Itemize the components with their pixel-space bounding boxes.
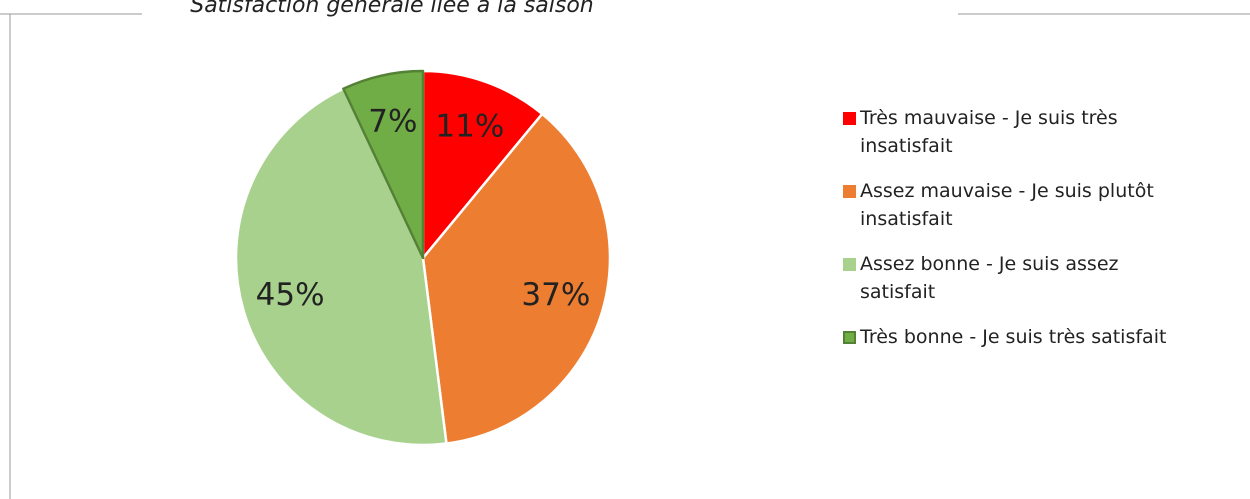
chart-title: Satisfaction générale liée à la saison xyxy=(190,0,594,18)
pie-slice xyxy=(421,69,544,260)
data-label: 11% xyxy=(435,108,504,144)
legend-item: Très bonne - Je suis très satisfait xyxy=(843,323,1243,351)
data-label: 7% xyxy=(368,103,417,139)
legend-item: Très mauvaise - Je suis très insatisfait xyxy=(843,104,1243,160)
legend-label: Assez bonne - Je suis assez satisfait xyxy=(860,253,1119,303)
pie xyxy=(234,69,612,447)
legend-label: Très bonne - Je suis très satisfait xyxy=(860,326,1167,348)
pie-slice xyxy=(234,87,448,447)
pie-slice xyxy=(342,69,425,260)
legend-item: Assez mauvaise - Je suis plutôt insatisf… xyxy=(843,177,1243,233)
legend-swatch xyxy=(843,331,856,344)
data-label: 37% xyxy=(521,277,590,313)
legend-swatch xyxy=(843,112,856,125)
legend-swatch xyxy=(843,258,856,271)
data-label: 45% xyxy=(256,277,325,313)
legend-item: Assez bonne - Je suis assez satisfait xyxy=(843,250,1243,306)
legend-swatch xyxy=(843,185,856,198)
legend: Très mauvaise - Je suis très insatisfait… xyxy=(843,104,1243,368)
legend-label: Très mauvaise - Je suis très insatisfait xyxy=(860,107,1118,157)
pie-slice xyxy=(421,112,612,445)
legend-label: Assez mauvaise - Je suis plutôt insatisf… xyxy=(860,180,1154,230)
